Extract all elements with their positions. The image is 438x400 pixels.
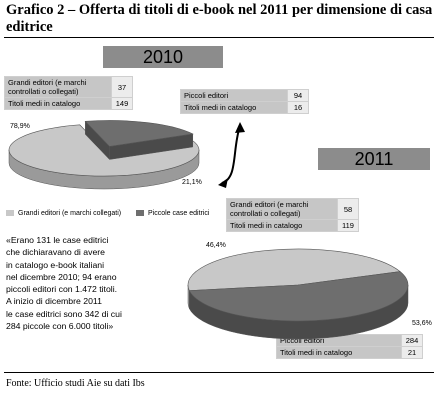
- row-label: Titoli medi in catalogo: [226, 219, 338, 232]
- table-2010-piccoli: Piccoli editori 94 Titoli medi in catalo…: [180, 89, 309, 114]
- legend-item-grandi: Grandi editori (e marchi collegati): [6, 210, 121, 217]
- row-label: Titoli medi in catalogo: [276, 346, 402, 359]
- table-row: Titoli medi in catalogo 16: [180, 101, 309, 114]
- pie-2010-slice-1: [84, 120, 194, 147]
- pct-2011-grandi: 46,4%: [206, 242, 226, 249]
- legend-swatch: [6, 210, 14, 217]
- quote-line: A inizio di dicembre 2011: [6, 296, 102, 307]
- arrow-head: [235, 122, 245, 133]
- quote-text: «Erano 131 le case editrici che dichiara…: [6, 234, 206, 332]
- row-value: 58: [337, 198, 359, 220]
- table-2011-grandi: Grandi editori (e marchi controllati o c…: [226, 198, 359, 232]
- source-rule: [4, 372, 434, 373]
- row-value: 149: [111, 97, 133, 110]
- pct-2010-grandi: 78,9%: [10, 123, 30, 130]
- year-2011-label: 2011: [318, 148, 430, 170]
- table-row: Titoli medi in catalogo 149: [4, 97, 133, 110]
- quote-line: le case editrici sono 342 di cui: [6, 308, 122, 319]
- pie-2011-slice-0: [187, 248, 401, 291]
- pie-2011-slice-1: [188, 271, 409, 322]
- row-value: 21: [401, 346, 423, 359]
- row-label: Titoli medi in catalogo: [180, 101, 288, 114]
- year-2010-label: 2010: [103, 46, 223, 68]
- quote-line: in catalogo e-book italiani: [6, 259, 105, 270]
- table-row: Titoli medi in catalogo 119: [226, 219, 359, 232]
- quote-line: che dichiaravano di avere: [6, 247, 106, 258]
- row-label: Titoli medi in catalogo: [4, 97, 112, 110]
- quote-line: piccoli editori con 1.472 titoli.: [6, 284, 118, 295]
- table-row: Piccoli editori 94: [180, 89, 309, 102]
- arrow-tail: [218, 178, 228, 188]
- table-row: Grandi editori (e marchi controllati o c…: [226, 198, 359, 220]
- quote-line: 284 piccole con 6.000 titoli»: [6, 321, 114, 332]
- quote-line: nel dicembre 2010; 94 erano: [6, 271, 117, 282]
- table-2010-grandi: Grandi editori (e marchi controllati o c…: [4, 76, 133, 110]
- pct-2011-piccoli: 53,6%: [412, 320, 432, 327]
- row-label: Grandi editori (e marchi controllati o c…: [226, 198, 338, 220]
- title-rule: [4, 37, 434, 38]
- source-note: Fonte: Ufficio studi Aie su dati Ibs: [6, 378, 145, 389]
- row-value: 37: [111, 76, 133, 98]
- connector-arrow: [221, 125, 241, 184]
- row-label: Piccoli editori: [180, 89, 288, 102]
- pct-2010-piccoli: 21,1%: [182, 179, 202, 186]
- row-value: 119: [337, 219, 359, 232]
- legend-swatch: [136, 210, 144, 217]
- legend-label: Piccole case editrici: [148, 210, 210, 217]
- quote-line: «Erano 131 le case editrici: [6, 235, 109, 245]
- chart-title: Grafico 2 – Offerta di titoli di e-book …: [6, 2, 433, 35]
- legend-item-piccoli: Piccole case editrici: [136, 210, 209, 217]
- row-value: 16: [287, 101, 309, 114]
- table-row: Titoli medi in catalogo 21: [276, 346, 423, 359]
- legend-label: Grandi editori (e marchi collegati): [18, 210, 122, 217]
